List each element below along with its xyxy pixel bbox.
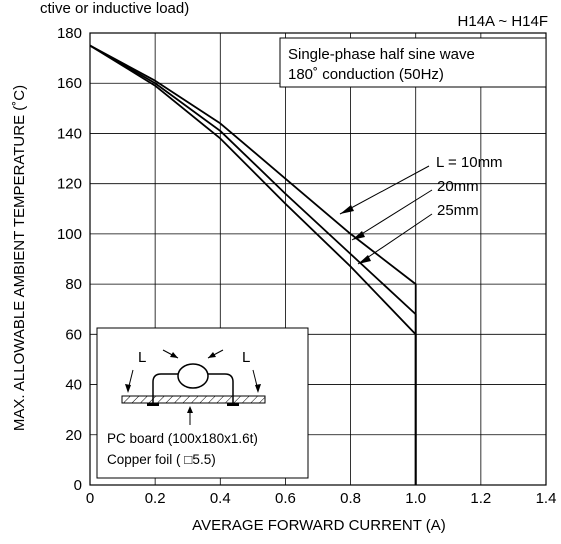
part-range-label: H14A ~ H14F bbox=[458, 13, 548, 30]
series-label-10mm-text: L = 10mm bbox=[436, 154, 503, 171]
series-group bbox=[89, 44, 417, 485]
condition-line-2: 180˚ conduction (50Hz) bbox=[288, 66, 444, 83]
condition-box bbox=[279, 37, 547, 88]
x-tick-label: 0.8 bbox=[340, 490, 361, 507]
x-axis-label: AVERAGE FORWARD CURRENT (A) bbox=[192, 517, 446, 534]
series-arrowhead-25mm bbox=[358, 255, 371, 264]
series-line-3 bbox=[89, 44, 417, 485]
inset-label-l-right: L bbox=[242, 349, 250, 366]
diode-body bbox=[177, 363, 209, 389]
x-tick-label: 0.4 bbox=[210, 490, 231, 507]
series-label-20mm: 20mm bbox=[351, 178, 479, 241]
dim-arrowhead-right-side bbox=[255, 384, 261, 393]
y-tick-label: 180 bbox=[57, 25, 82, 42]
series-label-25mm: 25mm bbox=[357, 202, 479, 265]
x-tick-label: 1.4 bbox=[536, 490, 557, 507]
copper-foil-right bbox=[227, 403, 239, 406]
series-label-10mm: L = 10mm bbox=[339, 154, 503, 215]
y-tick-label: 20 bbox=[65, 427, 82, 444]
dim-arrowhead-right-top bbox=[208, 352, 216, 358]
y-tick-labels: 0 20 40 60 80 100 120 140 160 180 bbox=[57, 25, 82, 494]
y-tick-label: 40 bbox=[65, 377, 82, 394]
inset-label-l-left: L bbox=[138, 349, 146, 366]
board-pointer-head bbox=[187, 406, 193, 413]
series-line-1 bbox=[89, 44, 417, 485]
y-tick-label: 100 bbox=[57, 226, 82, 243]
y-tick-label: 120 bbox=[57, 176, 82, 193]
series-arrowhead-20mm bbox=[352, 231, 365, 240]
pc-board bbox=[121, 395, 266, 404]
plot-frame bbox=[89, 32, 547, 486]
inset-line-1: PC board (100x180x1.6t) bbox=[107, 431, 258, 446]
series-arrow-10mm bbox=[339, 165, 430, 215]
y-axis-label: MAX. ALLOWABLE AMBIENT TEMPERATURE (˚C) bbox=[11, 85, 28, 431]
series-arrow-25mm bbox=[357, 213, 433, 265]
x-tick-label: 0 bbox=[86, 490, 94, 507]
inset-diagram: L L PC board (100x180x1.6t) Copper foil … bbox=[96, 327, 309, 479]
x-tick-label: 0.6 bbox=[275, 490, 296, 507]
copper-foil-left bbox=[147, 403, 159, 406]
series-label-20mm-text: 20mm bbox=[437, 178, 479, 195]
series-arrow-20mm bbox=[351, 189, 433, 241]
x-tick-labels: 0 0.2 0.4 0.6 0.8 1.0 1.2 1.4 bbox=[86, 490, 557, 507]
y-tick-label: 80 bbox=[65, 276, 82, 293]
top-cut-text: ctive or inductive load) bbox=[40, 0, 189, 17]
diode-lead-right bbox=[207, 373, 234, 404]
series-arrowhead-10mm bbox=[340, 205, 354, 214]
y-tick-label: 160 bbox=[57, 75, 82, 92]
series-line-2 bbox=[89, 44, 417, 485]
x-tick-label: 1.2 bbox=[470, 490, 491, 507]
y-tick-label: 0 bbox=[74, 477, 82, 494]
condition-line-1: Single-phase half sine wave bbox=[288, 46, 475, 63]
series-label-25mm-text: 25mm bbox=[437, 202, 479, 219]
dim-arrowhead-left-top bbox=[170, 352, 178, 358]
y-tick-label: 140 bbox=[57, 125, 82, 142]
x-tick-label: 1.0 bbox=[405, 490, 426, 507]
dim-arrowhead-left-side bbox=[125, 384, 131, 393]
y-tick-label: 60 bbox=[65, 326, 82, 343]
inset-line-2: Copper foil ( □5.5) bbox=[107, 452, 216, 467]
diode-lead-left bbox=[152, 373, 180, 404]
x-tick-label: 0.2 bbox=[145, 490, 166, 507]
